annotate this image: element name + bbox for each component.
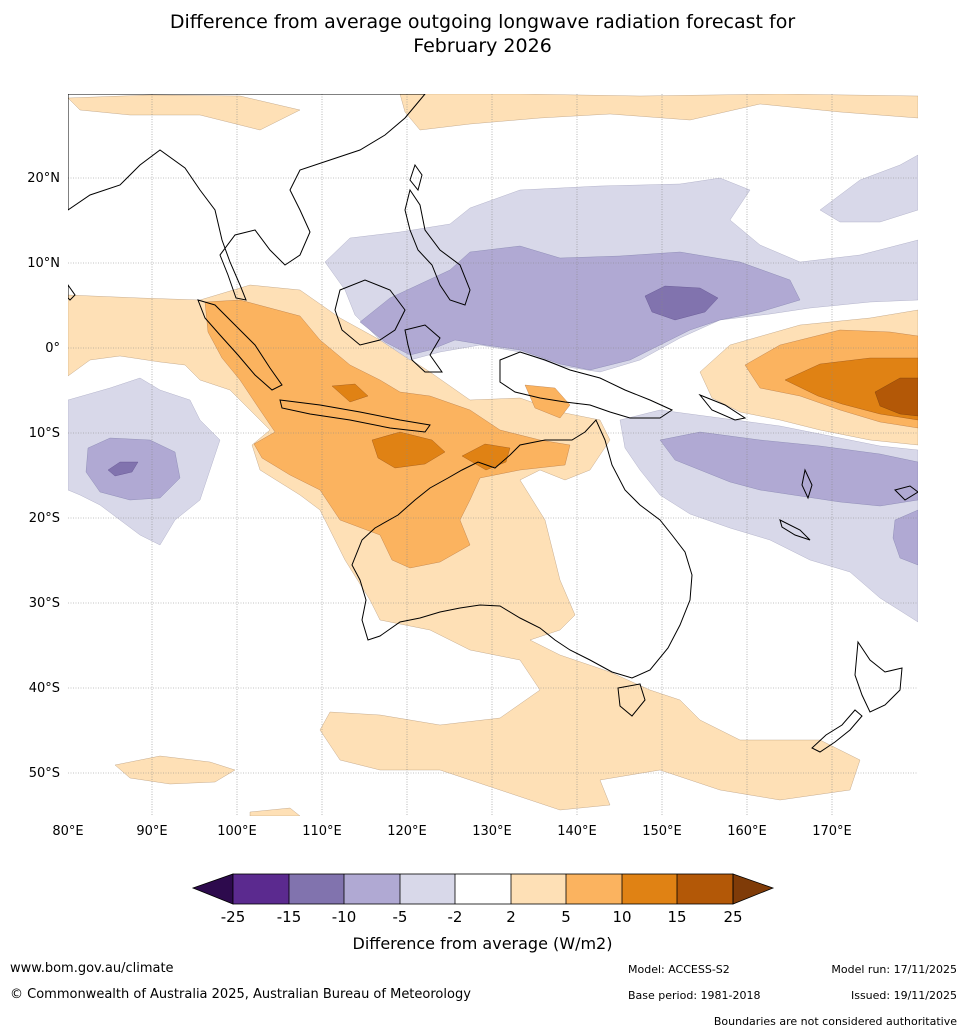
lat-label: 10°S (28, 426, 60, 441)
colorbar-tick: -15 (276, 908, 302, 926)
anomaly-region-north-pacific-light-purple (819, 154, 918, 223)
anomaly-region-carolines-dark-purple (644, 285, 719, 321)
lon-label: 80°E (52, 824, 84, 839)
anomaly-region-fiji-mid-purple (892, 509, 918, 566)
colorbar-extend-low (191, 873, 234, 905)
coastline-sri-lanka (68, 284, 76, 301)
colorbar-swatch (566, 874, 622, 904)
colorbar (191, 873, 775, 905)
base-period-label: Base period: 1981-2018 (628, 989, 761, 1002)
colorbar-tick: -10 (331, 908, 357, 926)
map-title-line1: Difference from average outgoing longwav… (169, 11, 796, 33)
anomaly-region-maritime-continent-mid-orange (204, 299, 571, 569)
coastline-taiwan (409, 163, 423, 192)
colorbar-swatch (289, 874, 344, 904)
colorbar-extend-high (732, 873, 775, 905)
coastline-sulawesi (404, 324, 443, 373)
coastline-new-zealand-south (811, 709, 863, 753)
anomaly-region-arafura-dark-orange (461, 443, 511, 471)
coastline-tasmania (617, 683, 646, 717)
lon-label: 170°E (812, 824, 852, 839)
lat-label: 30°S (28, 596, 60, 611)
disclaimer-text: Boundaries are not considered authoritat… (713, 1015, 957, 1028)
coastline-fiji (894, 485, 918, 501)
anomaly-region-indian-ocean-dark-purple (107, 461, 139, 477)
anomaly-region-timor-dark-orange (371, 431, 446, 469)
issued-label: Issued: 19/11/2025 (850, 989, 957, 1002)
lon-label: 110°E (302, 824, 342, 839)
anomaly-region-north-orange (68, 94, 301, 131)
lon-label: 160°E (727, 824, 767, 839)
anomaly-region-south-pacific-darkest-orange (874, 377, 918, 417)
colorbar-swatch (344, 874, 400, 904)
coastline-new-guinea (499, 351, 674, 419)
colorbar-swatch (233, 874, 289, 904)
colorbar-tick: -2 (447, 908, 463, 926)
map-title-line2: February 2026 (413, 35, 552, 57)
colorbar-tick: 25 (723, 908, 743, 926)
coastline-borneo (334, 279, 406, 346)
copyright-text: © Commonwealth of Australia 2025, Austra… (10, 987, 471, 1002)
coastline-sumatra (197, 299, 283, 391)
map-gridlines (68, 94, 918, 816)
lat-label: 0° (45, 341, 60, 356)
lat-label: 50°S (28, 766, 60, 781)
anomaly-region-png-mid-orange (524, 384, 571, 419)
lon-label: 120°E (387, 824, 427, 839)
anomaly-region-philippines-mid-purple (359, 245, 801, 371)
coastline-java (279, 399, 431, 433)
colorbar-tick: 5 (561, 908, 571, 926)
website-link[interactable]: www.bom.gov.au/climate (10, 961, 174, 976)
coastline-philippines (404, 188, 471, 306)
colorbar-tick: -5 (392, 908, 408, 926)
anomaly-region-southwest-orange (249, 807, 301, 816)
coastlines (68, 94, 918, 753)
lon-label: 150°E (642, 824, 682, 839)
colorbar-title: Difference from average (W/m2) (352, 934, 613, 953)
lat-label: 20°N (27, 171, 60, 186)
coastline-vanuatu (801, 468, 813, 500)
lon-label: 100°E (217, 824, 257, 839)
coastline-new-caledonia (779, 519, 811, 541)
anomaly-region-south-indian-orange (114, 755, 236, 785)
model-label: Model: ACCESS-S2 (628, 963, 730, 976)
coastline-australia (351, 419, 693, 679)
lon-label: 130°E (472, 824, 512, 839)
colorbar-swatch (677, 874, 733, 904)
coastline-solomon (698, 393, 747, 421)
colorbar-tick: 15 (667, 908, 687, 926)
colorbar-tick: 2 (506, 908, 516, 926)
lat-label: 10°N (27, 256, 60, 271)
colorbar-tick: 10 (612, 908, 632, 926)
model-run-label: Model run: 17/11/2025 (831, 963, 957, 976)
lat-label: 20°S (28, 511, 60, 526)
anomaly-region-java-dark-orange (331, 383, 369, 403)
anomaly-region-nw-pacific-orange (399, 94, 918, 131)
colorbar-swatch (622, 874, 677, 904)
lat-label: 40°S (28, 681, 60, 696)
colorbar-swatch (511, 874, 566, 904)
coastline-new-zealand-north (854, 640, 903, 713)
coastline-asia-mainland (68, 94, 426, 301)
lon-label: 140°E (557, 824, 597, 839)
colorbar-tick: -25 (220, 908, 246, 926)
lon-label: 90°E (136, 824, 168, 839)
colorbar-swatch (400, 874, 455, 904)
colorbar-swatch (455, 874, 511, 904)
anomaly-region-coral-sea-mid-purple (659, 431, 918, 507)
